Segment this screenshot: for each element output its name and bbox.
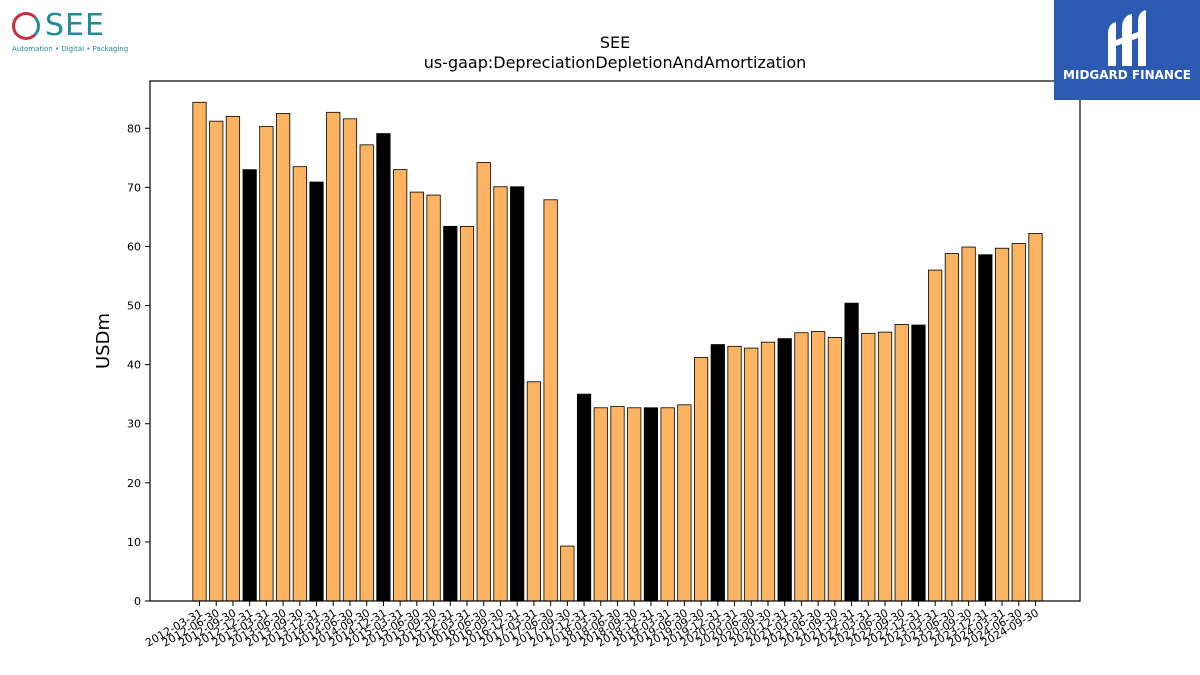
- midgard-mark-icon: [1108, 10, 1146, 66]
- bar-2022-06-30: [877, 331, 893, 602]
- bar-2024-03-31: [994, 247, 1010, 602]
- see-logo-word: SEE: [45, 8, 105, 43]
- bar-2015-12-31: [443, 225, 458, 602]
- bar-2015-06-30: [409, 191, 424, 602]
- bar-2021-03-31: [794, 332, 809, 602]
- y-axis-label: USDm: [93, 313, 114, 369]
- bar-2013-09-30: [292, 166, 307, 602]
- bar-2016-03-31: [459, 225, 475, 602]
- y-tick-label: 20: [127, 477, 141, 490]
- bar-2021-06-30: [811, 331, 826, 602]
- bar-2024-09-30: [1028, 233, 1043, 602]
- chart-subtitle: us-gaap:DepreciationDepletionAndAmortiza…: [424, 53, 807, 72]
- midgard-brand-text: MIDGARD FINANCE: [1063, 68, 1191, 82]
- bar-2021-12-31: [844, 302, 859, 602]
- bar-2014-03-31: [326, 111, 341, 602]
- bar-2020-09-30: [760, 341, 776, 602]
- y-tick-label: 70: [127, 181, 141, 194]
- bar-2013-06-30: [275, 113, 291, 602]
- see-logo-tagline: Automation • Digital • Packaging: [12, 45, 129, 53]
- y-tick-label: 0: [134, 595, 141, 608]
- y-axis: 0 10 20 30 40 50 60 70 80: [127, 122, 150, 608]
- bar-2022-03-31: [861, 332, 876, 602]
- bar-2015-09-30: [426, 194, 441, 602]
- bar-2013-03-31: [259, 126, 274, 602]
- bar-2020-03-31: [727, 345, 742, 602]
- bar-2013-12-31: [309, 181, 324, 602]
- chart-title: SEE: [600, 33, 630, 52]
- bar-2016-09-30: [493, 186, 508, 602]
- bar-2024-06-30: [1011, 243, 1026, 602]
- bar-2023-03-31: [928, 269, 943, 602]
- bars-group: [192, 101, 1043, 602]
- bar-2014-09-30: [359, 144, 374, 602]
- bar-2021-09-30: [827, 337, 842, 602]
- bar-2016-06-30: [476, 162, 491, 602]
- bar-2016-12-31: [510, 186, 525, 602]
- y-tick-label: 80: [127, 122, 141, 135]
- y-tick-label: 60: [127, 240, 141, 253]
- bar-2019-12-31: [710, 344, 725, 602]
- bar-2019-03-31: [660, 407, 675, 602]
- bar-2017-09-30: [560, 545, 575, 602]
- see-ring-icon: [12, 12, 40, 40]
- bar-2014-06-30: [342, 118, 358, 602]
- bar-2017-03-31: [526, 381, 542, 602]
- bar-2017-12-31: [576, 393, 592, 602]
- y-tick-label: 50: [127, 300, 141, 313]
- bar-2018-06-30: [610, 406, 625, 602]
- bar-2019-09-30: [694, 357, 709, 602]
- bar-2022-09-30: [894, 324, 909, 602]
- bar-2018-09-30: [627, 407, 642, 602]
- bar-2019-06-30: [677, 404, 692, 602]
- bar-2018-12-31: [643, 407, 659, 602]
- bar-2022-12-31: [911, 324, 926, 602]
- bar-2023-06-30: [944, 253, 960, 602]
- bar-2012-03-31: [192, 101, 207, 602]
- bar-2012-12-31: [242, 169, 257, 602]
- bar-2017-06-30: [543, 199, 558, 602]
- bar-2012-09-30: [225, 116, 241, 602]
- x-axis: 2012-03-312012-06-302012-09-302012-12-31…: [143, 601, 1041, 650]
- y-tick-label: 40: [127, 359, 141, 372]
- bar-2023-12-31: [978, 254, 993, 602]
- bar-2018-03-31: [593, 407, 608, 602]
- midgard-finance-logo: MIDGARD FINANCE: [1054, 0, 1200, 100]
- y-tick-label: 30: [127, 418, 141, 431]
- bar-2020-12-31: [777, 338, 792, 602]
- bar-2012-06-30: [209, 120, 224, 602]
- bar-2020-06-30: [744, 347, 759, 602]
- bar-2014-12-31: [376, 133, 391, 602]
- y-tick-label: 10: [127, 536, 141, 549]
- see-logo: SEE Automation • Digital • Packaging: [12, 8, 128, 56]
- bar-2015-03-31: [393, 169, 408, 602]
- bar-2023-09-30: [961, 246, 976, 602]
- plot-frame: [149, 80, 1081, 602]
